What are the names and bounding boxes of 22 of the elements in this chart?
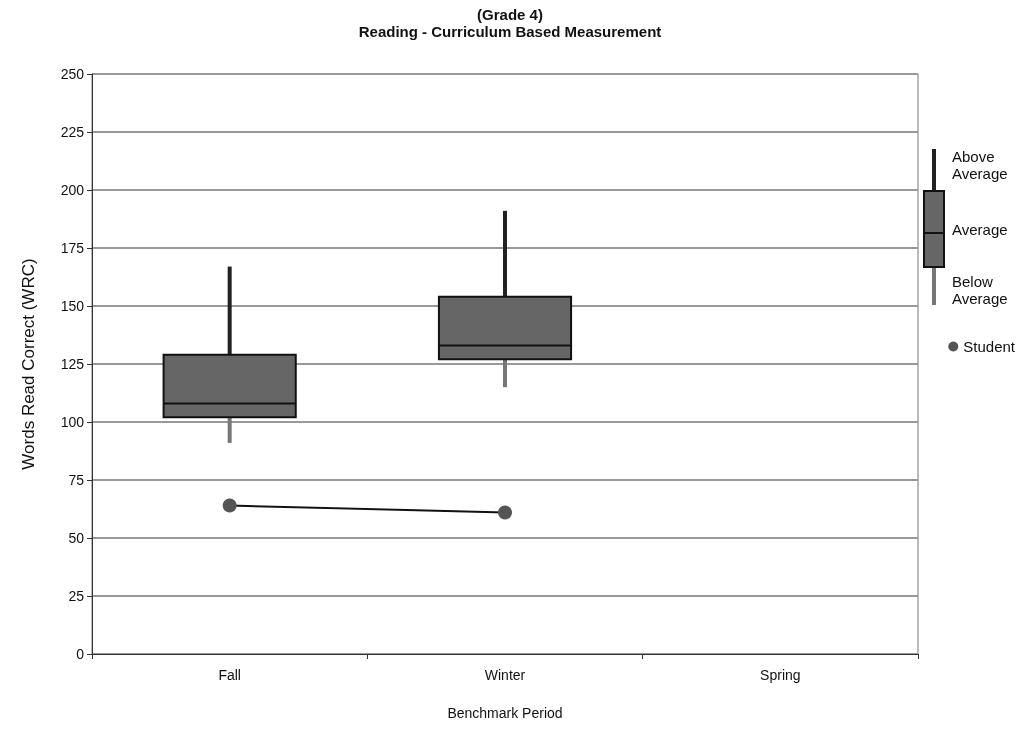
legend-label: Student	[963, 338, 1016, 355]
chart-subtitle: Reading - Curriculum Based Measurement	[358, 23, 662, 40]
x-axis-title: Benchmark Period	[447, 705, 563, 721]
x-tick-label: Spring	[760, 667, 801, 683]
y-tick-label: 50	[68, 530, 85, 546]
y-tick-label: 175	[60, 240, 85, 256]
y-tick-label: 25	[68, 588, 85, 604]
y-tick-label: 100	[60, 414, 85, 430]
y-tick-label: 225	[60, 124, 85, 140]
y-axis-title: Words Read Correct (WRC)	[19, 258, 38, 470]
y-tick-label: 75	[68, 472, 85, 488]
y-tick-label: 125	[60, 356, 85, 372]
text: Below Average	[952, 273, 1009, 307]
y-tick-label: 150	[60, 298, 85, 314]
x-tick-label: Winter	[484, 667, 526, 683]
text: Average	[952, 221, 1009, 238]
y-tick-label: 0	[76, 646, 85, 662]
chart-title: (Grade 4)	[477, 6, 543, 23]
text: Above Average	[952, 148, 1009, 182]
y-tick-label: 250	[60, 66, 85, 82]
y-tick-label: 200	[60, 182, 85, 198]
x-tick-label: Fall	[218, 667, 241, 683]
